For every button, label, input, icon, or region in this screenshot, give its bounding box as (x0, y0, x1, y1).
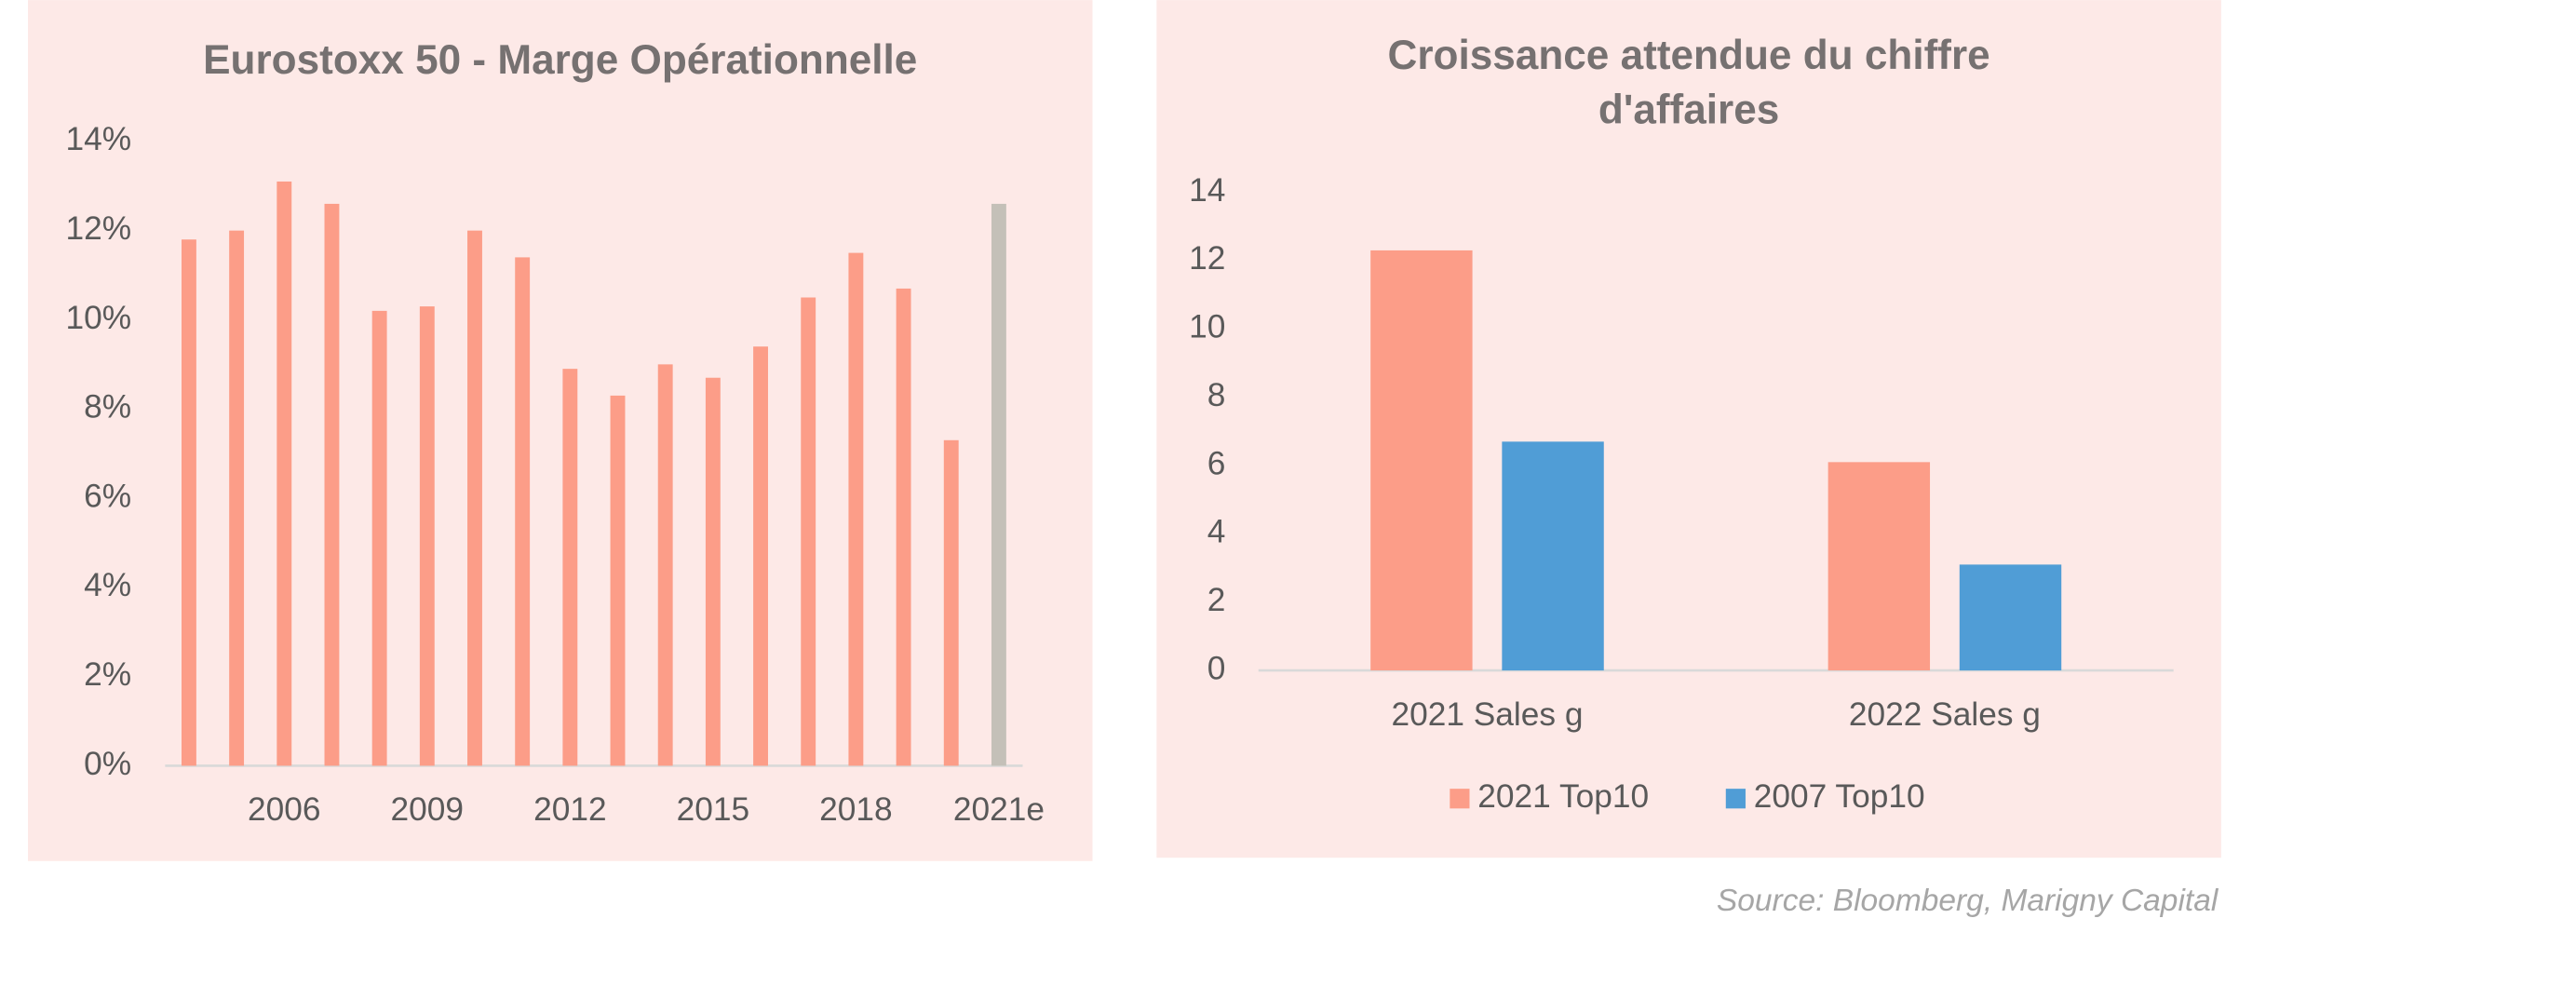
y-tick-label: 10 (1189, 309, 1225, 345)
panel-background (1156, 0, 2221, 858)
x-tick-label: 2015 (677, 791, 750, 828)
bar (1502, 441, 1604, 671)
legend-label: 2021 Top10 (1477, 778, 1649, 815)
bar (896, 288, 911, 766)
bar (610, 395, 626, 766)
bar (1827, 462, 1931, 671)
x-tick-label: 2021e (953, 791, 1045, 828)
y-tick-label: 12% (66, 210, 132, 247)
y-tick-label: 0% (84, 746, 131, 782)
y-tick-label: 14% (66, 121, 132, 157)
bar (181, 239, 196, 766)
bar (705, 377, 721, 766)
bar (943, 439, 959, 766)
y-tick-label: 8% (84, 389, 131, 425)
bar (276, 181, 292, 766)
x-tick-label: 2006 (248, 791, 321, 828)
y-tick-label: 12 (1189, 240, 1225, 277)
legend-label: 2007 Top10 (1754, 778, 1925, 815)
bar (1370, 250, 1473, 671)
bar (419, 306, 435, 766)
y-tick-label: 10% (66, 300, 132, 336)
y-tick-label: 14 (1189, 172, 1225, 209)
bar (467, 230, 482, 766)
x-tick-label: 2012 (533, 791, 607, 828)
bar (657, 364, 673, 766)
x-tick-label: 2021 Sales g (1391, 696, 1583, 733)
bar (515, 257, 531, 766)
chart-title: Croissance attendue du chiffre d'affaire… (1387, 33, 1990, 134)
bar (324, 203, 340, 766)
bar (562, 369, 578, 766)
x-tick-label: 2022 Sales g (1849, 696, 2041, 733)
y-tick-label: 6% (84, 478, 131, 514)
panel-background (27, 0, 1093, 861)
legend-swatch (1725, 789, 1746, 809)
y-tick-label: 8 (1207, 377, 1226, 413)
y-tick-label: 2 (1207, 582, 1226, 618)
source-note: Source: Bloomberg, Marigny Capital (1717, 884, 2219, 918)
y-tick-label: 6 (1207, 445, 1226, 481)
y-tick-label: 2% (84, 656, 131, 693)
bar (991, 203, 1006, 766)
x-tick-label: 2018 (819, 791, 893, 828)
bar (229, 230, 245, 766)
y-tick-label: 4 (1207, 514, 1226, 550)
y-tick-label: 0 (1207, 650, 1226, 686)
y-tick-label: 4% (84, 567, 131, 603)
bar (371, 310, 387, 766)
legend-swatch (1450, 789, 1470, 809)
bar (1959, 564, 2062, 671)
chart-title: Eurostoxx 50 - Marge Opérationnelle (203, 37, 917, 83)
bar (801, 297, 816, 766)
x-tick-label: 2009 (391, 791, 464, 828)
chart-title-box: Croissance attendue du chiffre d'affaire… (1387, 33, 1990, 134)
bar (848, 252, 864, 766)
bar (753, 346, 768, 766)
